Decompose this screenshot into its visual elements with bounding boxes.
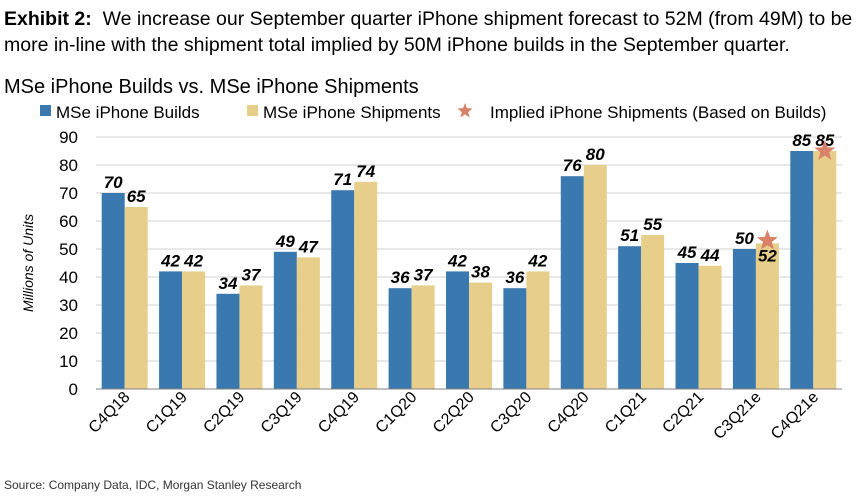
data-label-builds: 36 <box>505 268 524 287</box>
data-label-shipments: 44 <box>700 246 720 265</box>
data-label-shipments: 38 <box>471 263 490 282</box>
bar-shipments <box>813 151 837 389</box>
bar-shipments <box>698 265 722 389</box>
data-label-builds: 50 <box>735 229 754 248</box>
x-tick-label: C4Q20 <box>545 389 593 437</box>
exhibit-text: We increase our September quarter iPhone… <box>4 8 853 56</box>
x-tick-label: C1Q20 <box>373 389 421 437</box>
x-tick-label: C4Q21e <box>768 389 822 443</box>
data-label-builds: 42 <box>160 251 180 270</box>
exhibit-caption: Exhibit 2: We increase our September qua… <box>4 6 862 58</box>
data-label-builds: 45 <box>677 243 697 262</box>
x-tick-label: C4Q19 <box>315 389 363 437</box>
data-label-shipments: 42 <box>183 251 203 270</box>
y-tick-label: 20 <box>59 324 78 343</box>
bar-shipments <box>755 243 779 389</box>
y-tick-label: 80 <box>59 156 78 175</box>
implied-star-marker <box>757 229 778 250</box>
data-label-shipments: 47 <box>298 237 319 256</box>
bar-builds <box>446 271 469 389</box>
legend-label-implied: Implied iPhone Shipments (Based on Build… <box>490 103 826 122</box>
y-tick-label: 50 <box>59 240 78 259</box>
legend-swatch-builds <box>40 105 51 116</box>
y-tick-label: 0 <box>69 380 78 399</box>
bar-builds <box>273 251 297 389</box>
data-label-builds: 34 <box>219 274 238 293</box>
data-label-shipments: 55 <box>643 215 662 234</box>
data-label-builds: 71 <box>333 170 352 189</box>
x-tick-label: C4Q18 <box>86 389 134 437</box>
data-label-shipments: 65 <box>127 187 146 206</box>
source-note: Source: Company Data, IDC, Morgan Stanle… <box>4 478 302 492</box>
bar-builds <box>101 193 125 389</box>
data-label-shipments: 37 <box>414 265 434 284</box>
data-label-shipments: 85 <box>815 131 834 150</box>
bar-shipments <box>182 271 206 389</box>
x-tick-label: C1Q19 <box>143 389 191 437</box>
bar-builds <box>675 263 699 389</box>
bar-builds <box>790 151 814 389</box>
y-tick-label: 90 <box>59 128 78 147</box>
data-label-shipments: 52 <box>758 246 777 265</box>
y-tick-label: 70 <box>59 184 78 203</box>
bar-shipments <box>239 285 263 389</box>
legend-star-icon <box>457 103 473 118</box>
bar-builds <box>503 288 527 389</box>
y-axis-label: Millions of Units <box>20 214 36 312</box>
bar-builds <box>159 271 183 389</box>
data-label-shipments: 37 <box>242 265 262 284</box>
bar-builds <box>216 293 240 389</box>
bar-shipments <box>583 165 607 389</box>
legend-label-shipments: MSe iPhone Shipments <box>263 103 441 122</box>
bar-shipments <box>124 207 148 389</box>
data-label-shipments: 80 <box>586 145 605 164</box>
x-tick-label: C3Q19 <box>258 389 306 437</box>
x-tick-label: C1Q21 <box>602 389 650 437</box>
data-label-builds: 36 <box>391 268 410 287</box>
bar-builds <box>331 190 355 389</box>
x-tick-label: C3Q21e <box>711 389 765 443</box>
implied-star-marker <box>814 140 836 160</box>
bar-builds <box>560 176 584 389</box>
y-tick-label: 40 <box>59 268 78 287</box>
data-label-builds: 85 <box>792 131 811 150</box>
bar-shipments <box>641 235 665 389</box>
data-label-builds: 42 <box>447 251 467 270</box>
bar-shipments <box>411 285 435 389</box>
legend-label-builds: MSe iPhone Builds <box>56 103 200 122</box>
bar-shipments <box>469 282 492 389</box>
data-label-builds: 70 <box>104 173 123 192</box>
legend-swatch-shipments <box>247 105 258 116</box>
x-tick-label: C2Q19 <box>200 389 248 437</box>
x-tick-label: C2Q21 <box>659 389 707 437</box>
x-tick-label: C3Q20 <box>487 389 535 437</box>
x-tick-label: C2Q20 <box>430 389 478 437</box>
data-label-builds: 51 <box>620 226 639 245</box>
bar-shipments <box>526 271 550 389</box>
data-label-builds: 49 <box>275 232 295 251</box>
bar-builds <box>618 246 642 389</box>
bar-shipments <box>296 257 320 389</box>
bar-builds <box>388 288 412 389</box>
y-tick-label: 60 <box>59 212 78 231</box>
bar-builds <box>732 249 756 389</box>
chart-title: MSe iPhone Builds vs. MSe iPhone Shipmen… <box>4 76 419 98</box>
exhibit-label: Exhibit 2: <box>4 8 92 30</box>
data-label-shipments: 42 <box>527 251 547 270</box>
bar-shipments <box>354 181 378 389</box>
y-tick-label: 10 <box>59 352 78 371</box>
y-tick-label: 30 <box>59 296 78 315</box>
data-label-shipments: 74 <box>356 162 375 181</box>
data-label-builds: 76 <box>563 156 582 175</box>
